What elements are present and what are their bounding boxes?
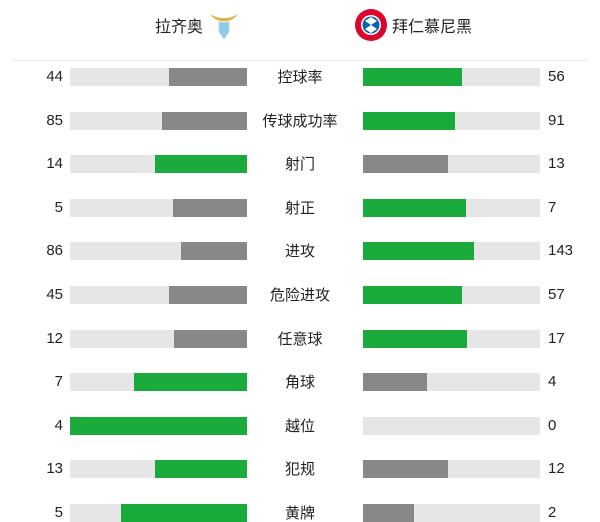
- away-bar-fill: [363, 460, 448, 479]
- stat-label: 控球率: [277, 68, 323, 86]
- away-bar-fill: [363, 329, 467, 348]
- stat-row: 45 危险进攻 57: [0, 285, 600, 305]
- away-bar: [363, 416, 540, 435]
- stat-label: 黄牌: [284, 504, 315, 522]
- away-value: 57: [548, 286, 565, 303]
- home-bar-fill: [155, 155, 247, 174]
- away-bar: [363, 286, 540, 304]
- away-bar: [363, 68, 540, 86]
- home-bar-fill: [173, 329, 247, 348]
- stat-row: 44 控球率 56: [0, 67, 600, 87]
- stat-label: 传球成功率: [262, 111, 338, 130]
- header-divider: [12, 60, 588, 61]
- away-bar-fill: [363, 373, 428, 392]
- away-bar: [363, 242, 540, 261]
- away-value: 56: [548, 68, 565, 85]
- stat-row: 7 角球 4: [0, 372, 600, 392]
- home-value: 12: [46, 329, 63, 347]
- home-value: 44: [46, 68, 63, 85]
- home-value: 45: [46, 286, 63, 303]
- away-bar-fill: [363, 111, 455, 130]
- stat-label: 越位: [284, 416, 315, 435]
- home-bar: [70, 111, 247, 130]
- bayern-crest-icon: [355, 9, 387, 41]
- away-bar-fill: [363, 198, 467, 217]
- home-team: 拉齐奥: [155, 10, 239, 40]
- home-value: 85: [46, 111, 63, 129]
- home-value: 14: [46, 155, 63, 173]
- away-value: 143: [548, 242, 574, 260]
- away-bar-fill: [363, 286, 462, 304]
- home-bar-fill: [70, 416, 247, 435]
- away-value: 0: [548, 416, 557, 434]
- home-bar-fill: [134, 373, 247, 392]
- stat-row: 12 任意球 17: [0, 329, 600, 349]
- away-value: 17: [548, 329, 565, 347]
- home-bar: [70, 242, 247, 261]
- away-bar-fill: [363, 68, 463, 86]
- stat-label: 射门: [284, 155, 315, 174]
- home-bar-fill: [173, 198, 247, 217]
- away-value: 12: [548, 460, 565, 478]
- away-value: 13: [548, 155, 565, 173]
- home-bar: [70, 286, 247, 304]
- away-bar: [363, 111, 540, 130]
- home-value: 5: [54, 198, 63, 216]
- home-bar: [70, 504, 247, 522]
- home-value: 7: [54, 373, 63, 391]
- home-team-name: 拉齐奥: [155, 17, 204, 36]
- stat-row: 85 传球成功率 91: [0, 111, 600, 131]
- away-value: 91: [548, 111, 565, 129]
- home-bar: [70, 329, 247, 348]
- away-value: 4: [548, 373, 557, 391]
- away-bar: [363, 373, 540, 392]
- stat-row: 86 进攻 143: [0, 241, 600, 261]
- home-value: 86: [46, 242, 63, 260]
- away-value: 7: [548, 198, 557, 216]
- away-bar: [363, 155, 540, 174]
- home-value: 4: [54, 416, 63, 434]
- stat-label: 任意球: [277, 329, 323, 348]
- stat-row: 5 黄牌 2: [0, 503, 600, 522]
- stat-label: 射正: [284, 198, 315, 217]
- home-bar-fill: [169, 68, 247, 86]
- stat-label: 进攻: [284, 242, 315, 261]
- away-bar-fill: [363, 242, 474, 261]
- away-team-name: 拜仁慕尼黑: [392, 17, 473, 36]
- home-bar-fill: [120, 504, 247, 522]
- stat-label: 犯规: [284, 460, 315, 479]
- away-bar-fill: [363, 504, 414, 522]
- stat-row: 13 犯规 12: [0, 459, 600, 479]
- home-value: 13: [46, 460, 63, 478]
- away-team: 拜仁慕尼黑: [354, 9, 473, 41]
- away-bar: [363, 198, 540, 217]
- home-bar: [70, 416, 247, 435]
- home-bar: [70, 155, 247, 174]
- lazio-crest-icon: [210, 14, 239, 40]
- home-bar-fill: [180, 242, 247, 261]
- away-bar-fill: [363, 155, 449, 174]
- stat-row: 4 越位 0: [0, 416, 600, 436]
- stat-label: 角球: [284, 373, 315, 392]
- home-bar: [70, 198, 247, 217]
- home-value: 5: [54, 504, 63, 521]
- away-bar: [363, 460, 540, 479]
- away-bar: [363, 504, 540, 522]
- home-bar-fill: [154, 460, 247, 479]
- stat-label: 危险进攻: [269, 286, 330, 304]
- away-bar: [363, 329, 540, 348]
- home-bar: [70, 68, 247, 86]
- stat-row: 14 射门 13: [0, 154, 600, 174]
- home-bar-fill: [168, 286, 247, 304]
- home-bar: [70, 460, 247, 479]
- home-bar: [70, 373, 247, 392]
- away-value: 2: [548, 504, 557, 521]
- stat-row: 5 射正 7: [0, 198, 600, 218]
- home-bar-fill: [161, 111, 247, 130]
